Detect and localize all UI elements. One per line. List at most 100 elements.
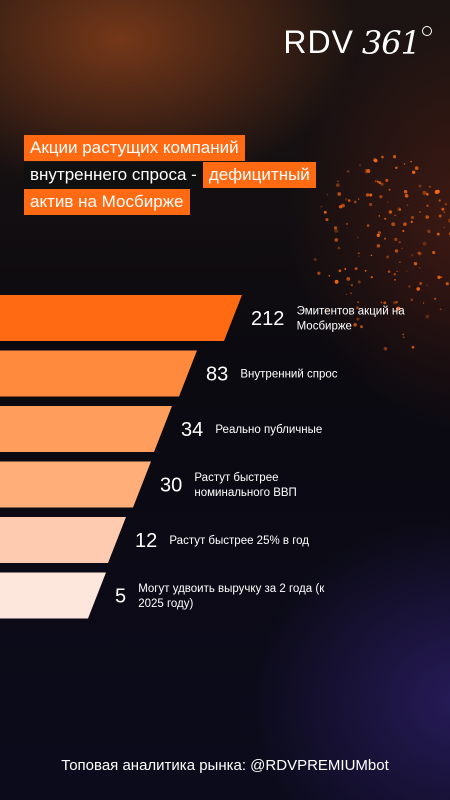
particle-dot	[347, 199, 351, 202]
particle-dot	[374, 180, 377, 183]
particle-dot	[437, 275, 441, 279]
particle-dot	[350, 283, 354, 287]
particle-dot	[313, 257, 317, 262]
particle-dot	[385, 178, 389, 182]
particle-dot	[444, 203, 447, 206]
particle-dot	[410, 215, 414, 220]
particle-dot	[379, 195, 383, 199]
value-label: 5	[115, 586, 126, 608]
particle-dot	[397, 207, 401, 212]
particle-dot	[366, 169, 371, 173]
particle-dot	[369, 202, 373, 207]
particle-dot	[427, 229, 431, 233]
particle-dot	[334, 238, 339, 242]
particle-dot	[425, 215, 430, 219]
particle-dot	[426, 204, 429, 207]
category-label: Внутренний спрос	[240, 369, 337, 381]
particle-dot	[445, 282, 449, 286]
particle-dot	[429, 185, 431, 188]
degree-icon	[422, 26, 432, 36]
particle-dot	[403, 163, 406, 165]
funnel-bar	[0, 295, 242, 341]
particle-dot	[398, 241, 401, 244]
particle-dot	[403, 189, 408, 194]
particle-dot	[410, 160, 413, 163]
logo-number: 361	[361, 24, 421, 62]
footer-cta: Топовая аналитика рынка: @RDVPREMIUMbot	[61, 757, 389, 774]
particle-dot	[364, 269, 367, 272]
particle-dot	[433, 297, 437, 300]
particle-dot	[388, 210, 393, 214]
particle-dot	[353, 322, 357, 327]
particle-dot	[434, 190, 439, 194]
particle-dot	[356, 236, 359, 239]
particle-dot	[443, 226, 446, 229]
particle-dot	[413, 262, 418, 266]
particle-dot	[380, 182, 384, 186]
particle-dot	[364, 168, 368, 171]
particle-dot	[335, 183, 340, 187]
particle-dot	[334, 279, 339, 284]
particle-dot	[436, 232, 440, 236]
particle-dot	[326, 193, 329, 196]
particle-dot	[406, 204, 409, 207]
particle-dot	[370, 254, 373, 256]
particle-dot	[410, 298, 414, 301]
particle-dot	[357, 198, 360, 200]
particle-dot	[422, 190, 427, 195]
particle-dot	[376, 180, 379, 183]
value-label: 34	[181, 419, 203, 441]
particle-dot	[325, 218, 329, 222]
particle-dot	[401, 247, 403, 250]
particle-dot	[348, 283, 350, 286]
particle-dot	[398, 208, 402, 211]
particle-dot	[357, 252, 360, 254]
particle-dot	[376, 244, 381, 248]
particle-dot	[411, 254, 414, 257]
particle-dot	[345, 293, 348, 296]
headline-line-1: Акции растущих компаний	[24, 135, 245, 161]
particle-dot	[419, 282, 423, 285]
particle-dot	[365, 193, 370, 197]
particle-dot	[359, 164, 361, 167]
particle-dot	[439, 308, 442, 311]
value-label: 83	[206, 364, 228, 386]
particle-dot	[418, 267, 421, 269]
particle-dot	[346, 276, 351, 281]
particle-dot	[412, 170, 416, 174]
headline: Акции растущих компаний внутреннего спро…	[24, 135, 316, 216]
particle-dot	[399, 261, 401, 263]
particle-dot	[333, 226, 338, 230]
particle-dot	[408, 285, 411, 288]
particle-dot	[373, 157, 377, 162]
particle-dot	[402, 229, 405, 233]
particle-dot	[353, 200, 357, 204]
particle-dot	[394, 214, 396, 217]
particle-dot	[364, 170, 368, 174]
funnel-bar	[0, 461, 151, 508]
particle-dot	[395, 166, 398, 170]
particle-dot	[323, 210, 327, 214]
category-label: Растут быстрее номинального ВВП	[194, 472, 296, 499]
particle-dot	[410, 220, 413, 224]
particle-dot	[344, 268, 347, 270]
particle-dot	[320, 205, 323, 208]
particle-decoration	[313, 154, 450, 351]
particle-dot	[443, 211, 446, 214]
particle-dot	[438, 214, 442, 218]
funnel-bar	[0, 517, 126, 563]
particle-dot	[376, 233, 380, 237]
particle-dot	[324, 308, 329, 313]
value-label: 212	[251, 308, 284, 330]
particle-dot	[334, 228, 339, 233]
particle-dot	[366, 224, 370, 227]
particle-dot	[425, 314, 430, 319]
particle-dot	[369, 193, 373, 197]
particle-dot	[372, 159, 375, 161]
particle-dot	[356, 317, 360, 321]
particle-dot	[358, 255, 360, 257]
particle-dot	[346, 170, 350, 173]
particle-dot	[357, 280, 361, 284]
particle-dot	[394, 249, 399, 253]
